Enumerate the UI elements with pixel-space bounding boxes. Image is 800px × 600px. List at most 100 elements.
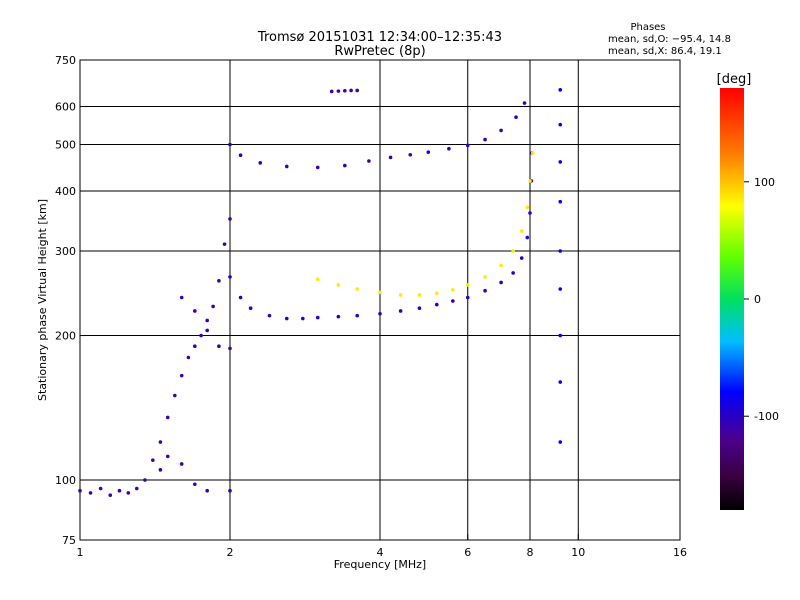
data-point: [558, 122, 563, 127]
x-axis-label: Frequency [MHz]: [334, 558, 426, 571]
data-point: [126, 491, 131, 495]
data-point: [528, 211, 532, 215]
y-axis-ticks: 75 100 200 300 400 500 600 750: [55, 54, 86, 547]
data-point: [336, 314, 341, 319]
colorbar-tick-label: -100: [754, 410, 779, 423]
data-point: [483, 137, 487, 142]
y-tick-label: 300: [55, 245, 76, 258]
data-point: [315, 315, 320, 320]
data-point: [193, 344, 197, 349]
y-axis-label: Stationary phase Virtual Height [km]: [36, 199, 49, 401]
data-point: [228, 217, 232, 221]
data-point: [179, 373, 184, 378]
data-point: [451, 288, 455, 292]
data-point: [173, 393, 177, 398]
stats-line-o: mean, sd,O: −95.4, 14.8: [608, 34, 731, 45]
data-point: [134, 486, 139, 491]
data-point: [408, 152, 413, 157]
colorbar-tick-label: 0: [754, 293, 761, 306]
data-point: [88, 491, 93, 495]
data-point: [558, 160, 563, 164]
data-points: [78, 88, 563, 497]
data-point: [530, 151, 535, 155]
data-point: [179, 462, 184, 466]
data-point: [284, 164, 289, 169]
x-tick-label: 6: [464, 546, 471, 559]
y-tick-label: 400: [55, 185, 76, 198]
data-point: [315, 165, 320, 170]
x-tick-label: 1: [77, 546, 84, 559]
data-point: [238, 153, 243, 158]
data-point: [217, 279, 221, 283]
data-point: [426, 150, 431, 154]
data-point: [434, 302, 439, 307]
y-tick-label: 600: [55, 101, 76, 114]
x-tick-label: 4: [377, 546, 384, 559]
data-point: [528, 179, 532, 183]
data-point: [465, 295, 470, 300]
data-point: [519, 256, 524, 260]
data-point: [511, 249, 515, 253]
data-point: [388, 155, 393, 160]
stats-line-x: mean, sd,X: 86.4, 19.1: [608, 46, 722, 57]
data-point: [199, 333, 203, 338]
data-point: [465, 143, 470, 148]
data-point: [519, 229, 524, 233]
data-point: [434, 291, 439, 296]
grid-lines: [80, 60, 680, 540]
data-point: [205, 488, 209, 493]
data-point: [228, 275, 232, 279]
data-point: [228, 142, 232, 147]
data-point: [343, 163, 347, 168]
colorbar: [deg] 100 0 -100: [717, 72, 779, 510]
data-point: [186, 355, 191, 360]
data-point: [558, 249, 563, 253]
data-point: [558, 287, 563, 291]
data-point: [522, 101, 527, 105]
data-point: [117, 488, 122, 493]
data-point: [355, 287, 359, 291]
data-point: [165, 454, 170, 459]
colorbar-tick-label: 100: [754, 176, 775, 189]
data-point: [222, 242, 227, 246]
data-point: [301, 316, 305, 321]
colorbar-ticks: 100 0 -100: [744, 176, 779, 423]
chart-subtitle: RwPretec (8p): [334, 44, 425, 59]
data-point: [205, 318, 209, 323]
chart-title: Tromsø 20151031 12:34:00–12:35:43: [257, 30, 502, 45]
data-point: [258, 161, 263, 165]
data-point: [284, 316, 289, 321]
data-point: [315, 277, 320, 282]
y-tick-label: 500: [55, 139, 76, 152]
data-point: [558, 88, 563, 92]
data-point: [398, 309, 403, 313]
data-point: [343, 88, 347, 93]
colorbar-gradient: [720, 88, 744, 510]
data-point: [349, 88, 353, 93]
data-point: [558, 380, 563, 384]
data-point: [499, 128, 503, 133]
data-point: [151, 458, 155, 462]
data-point: [158, 440, 163, 444]
x-tick-label: 10: [571, 546, 585, 559]
data-point: [511, 271, 515, 275]
data-point: [465, 283, 470, 287]
data-point: [217, 344, 221, 349]
data-point: [451, 299, 455, 303]
data-point: [193, 309, 197, 313]
data-point: [336, 89, 341, 93]
data-point: [558, 199, 563, 204]
data-point: [179, 295, 184, 300]
stats-heading: Phases: [630, 22, 665, 33]
data-point: [98, 486, 103, 491]
x-tick-label: 8: [527, 546, 534, 559]
data-point: [417, 306, 422, 311]
y-tick-label: 75: [62, 534, 76, 547]
data-point: [193, 482, 197, 487]
data-point: [205, 328, 209, 333]
data-point: [238, 295, 243, 300]
data-point: [367, 159, 371, 163]
data-point: [329, 89, 334, 94]
data-point: [558, 333, 563, 338]
data-point: [558, 440, 563, 444]
